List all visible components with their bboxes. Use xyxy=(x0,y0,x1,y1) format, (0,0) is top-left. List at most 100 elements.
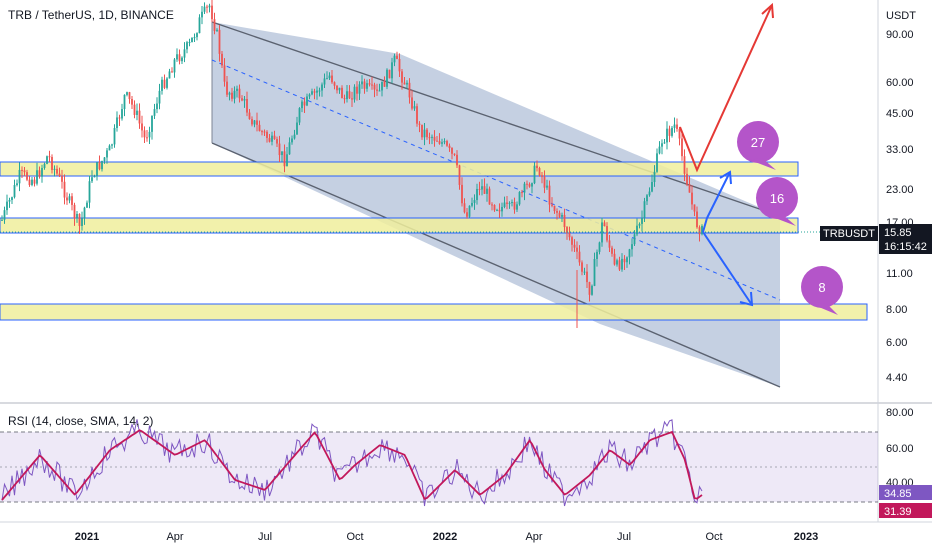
candle-body xyxy=(228,92,231,95)
candle-body xyxy=(366,83,368,89)
price-tick: 60.00 xyxy=(886,77,914,89)
candle-body xyxy=(303,101,306,106)
candle-body xyxy=(473,200,476,203)
candle-body xyxy=(586,271,588,283)
candle-body xyxy=(46,156,48,164)
support-zone xyxy=(0,217,799,234)
candle-body xyxy=(663,142,666,144)
candle-body xyxy=(121,109,123,119)
candle-body xyxy=(403,82,406,85)
candle-body xyxy=(573,244,576,248)
candle-body xyxy=(153,109,156,116)
candle-body xyxy=(438,141,441,144)
candle-body xyxy=(406,82,408,85)
candle-body xyxy=(33,179,36,184)
candle-body xyxy=(551,204,553,206)
descending-channel xyxy=(212,22,780,387)
candle-body xyxy=(203,6,206,12)
candle-body xyxy=(448,145,451,149)
candle-body xyxy=(111,144,113,146)
candle-body xyxy=(518,192,521,205)
candle-body xyxy=(58,173,61,176)
candle-body xyxy=(521,192,523,194)
candle-body xyxy=(363,81,366,89)
time-label: Oct xyxy=(705,531,722,543)
candle-body xyxy=(443,141,446,143)
projection-up-path xyxy=(679,2,774,173)
candle-body xyxy=(616,260,618,265)
candle-body xyxy=(216,29,218,31)
rsi-sma-tag xyxy=(879,503,932,518)
candle-body xyxy=(336,85,338,91)
candle-body xyxy=(628,249,631,258)
candle-body xyxy=(333,82,336,86)
candle-body xyxy=(1,219,3,221)
candle-body xyxy=(88,181,91,203)
candle-body xyxy=(76,213,78,219)
candle-body xyxy=(271,135,273,142)
candle-body xyxy=(18,169,21,184)
candle-body xyxy=(461,184,463,204)
candle-body xyxy=(668,128,671,136)
candle-body xyxy=(136,110,138,115)
target-bubble-8: 8 xyxy=(801,266,843,315)
candle-body xyxy=(496,209,498,211)
candle-body xyxy=(8,200,11,202)
candle-body xyxy=(348,91,351,99)
candle-body xyxy=(591,285,593,295)
candle-body xyxy=(373,84,376,90)
candle-body xyxy=(578,251,581,263)
price-tick: 8.00 xyxy=(886,304,907,316)
candle-body xyxy=(568,233,571,238)
bubble-label-16: 16 xyxy=(770,191,784,206)
candle-body xyxy=(346,91,348,100)
candle-body xyxy=(38,170,41,177)
target-bubble-16: 16 xyxy=(756,177,798,226)
candle-body xyxy=(13,185,16,198)
candle-body xyxy=(486,188,488,194)
candle-body xyxy=(543,176,546,188)
target-bubble-27: 27 xyxy=(737,121,779,170)
candle-body xyxy=(148,131,151,138)
candle-body xyxy=(503,202,506,207)
candle-body xyxy=(626,257,628,263)
symbol-tag xyxy=(820,226,878,241)
candle-body xyxy=(408,82,411,98)
candle-body xyxy=(161,79,163,91)
candle-body xyxy=(276,139,278,144)
candle-body xyxy=(321,84,323,91)
candle-body xyxy=(476,188,478,201)
price-axis: USDT 90.00 60.00 45.00 33.00 23.00 17.00… xyxy=(886,10,916,384)
candle-body xyxy=(318,90,321,92)
last-price-value: 15.85 xyxy=(884,227,912,239)
candle-body xyxy=(211,5,213,20)
price-tick: 23.00 xyxy=(886,184,914,196)
candle-body xyxy=(56,168,58,174)
candle-body xyxy=(401,71,403,83)
projection-bounce-path xyxy=(702,170,732,233)
candle-body xyxy=(98,162,101,170)
candle-body xyxy=(388,69,391,79)
candle-body xyxy=(588,282,591,295)
candle-body xyxy=(523,183,526,193)
price-tick: 45.00 xyxy=(886,108,914,120)
candle-body xyxy=(413,106,416,109)
candle-body xyxy=(243,98,246,101)
candle-body xyxy=(513,202,516,210)
price-tick: 6.00 xyxy=(886,337,907,349)
candle-body xyxy=(223,65,226,82)
candle-body xyxy=(16,183,18,186)
candle-body xyxy=(238,88,241,99)
candle-body xyxy=(151,115,153,132)
candle-body xyxy=(696,211,698,228)
candle-body xyxy=(483,186,486,194)
candle-body xyxy=(546,185,548,188)
candle-body xyxy=(643,201,646,218)
candle-body xyxy=(688,184,691,193)
candle-body xyxy=(396,55,398,59)
candle-body xyxy=(141,123,143,131)
rsi-title: RSI (14, close, SMA, 14, 2) xyxy=(8,414,153,428)
candle-body xyxy=(371,84,373,86)
candle-body xyxy=(633,234,636,245)
